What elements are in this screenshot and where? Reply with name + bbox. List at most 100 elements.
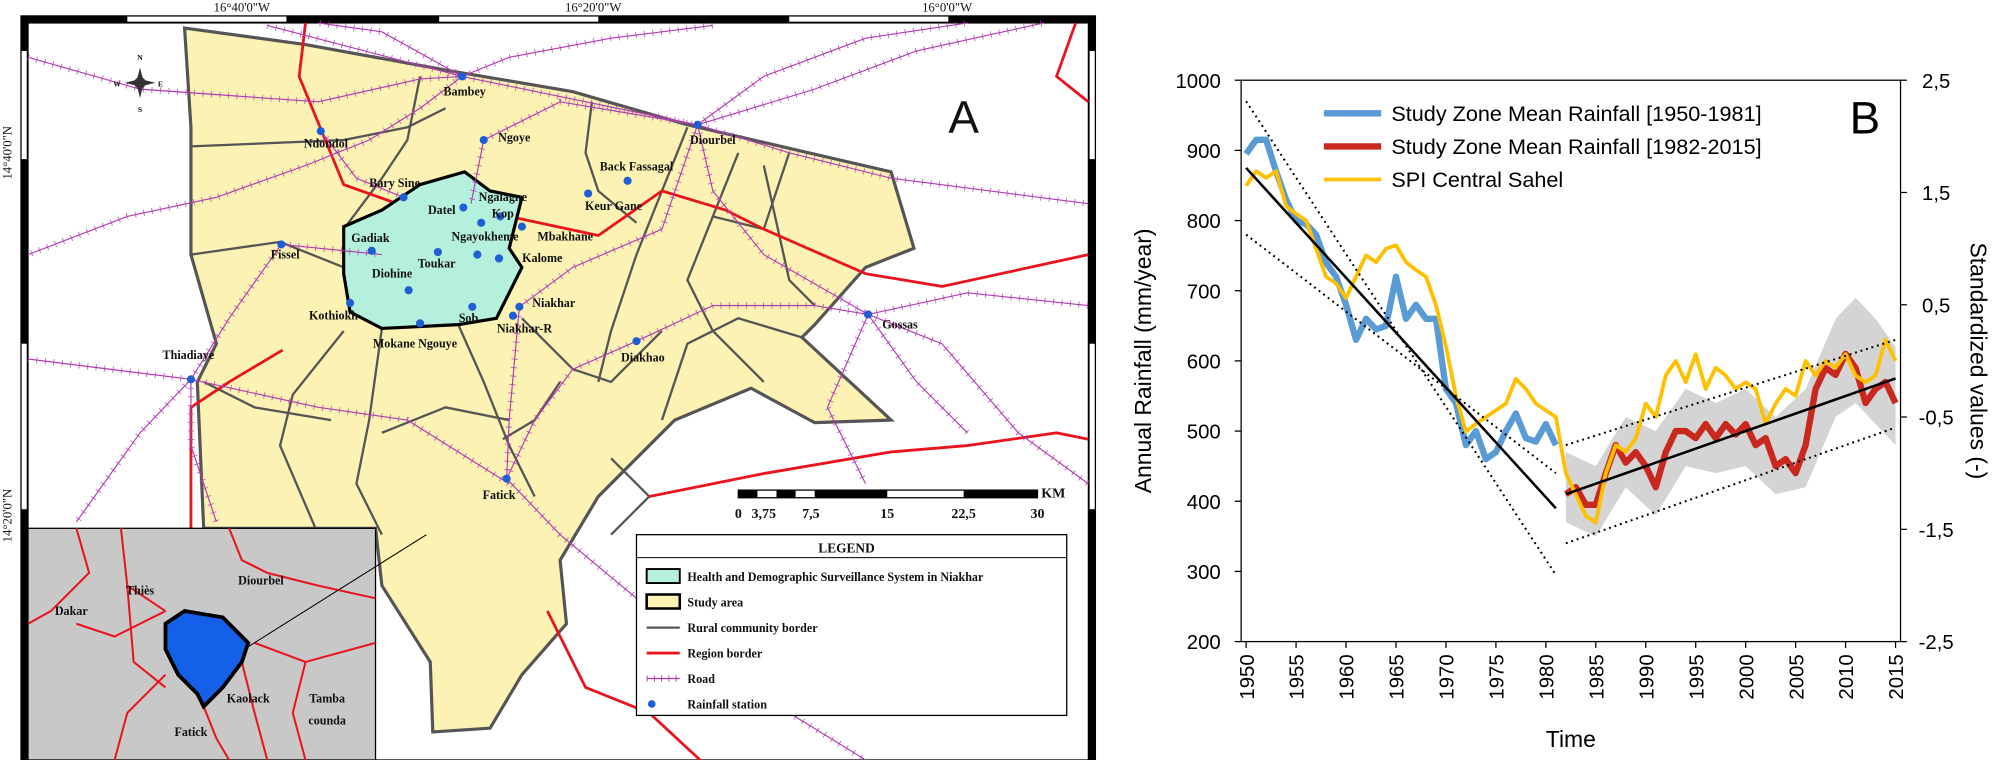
road [27,358,510,485]
community-border [686,152,765,383]
community-border [457,324,536,497]
road-ticks [26,73,465,258]
legend-label: Study Zone Mean Rainfall [1950-1981] [1391,101,1761,126]
x-tick-label: 1980 [1536,654,1558,699]
rainfall-station [345,298,355,308]
community-border [342,76,422,230]
rainfall-station [477,218,486,227]
community-border [278,330,345,536]
inset-label: Dakar [55,604,89,618]
inset-border [126,585,167,689]
road-ticks [187,379,220,523]
x-tick-label: 1975 [1487,654,1509,699]
road [320,130,404,198]
inset-border [291,661,307,760]
y-tick-label: 400 [1187,492,1221,514]
place-label: Gossas [882,317,918,331]
rainfall-station [404,286,413,295]
rainfall-station [458,72,467,81]
x-tick-label: 2000 [1736,654,1758,699]
rainfall-station [496,212,505,221]
x-tick-label: 1990 [1636,654,1658,699]
study-area [182,26,916,734]
y2-axis-label: Standardized values (-) [1966,242,1992,479]
inset-border [202,706,231,760]
legend-label: Rural community border [687,621,818,635]
legend-symbol [645,593,682,610]
place-label: Kalome [522,251,563,265]
legend-label: Study Zone Mean Rainfall [1982-2015] [1391,134,1761,159]
rainfall-station [508,311,518,320]
community-border [597,126,689,383]
scale-seg [814,490,888,498]
road [75,378,192,523]
border-gap [21,50,27,160]
trend-line [1245,100,1557,576]
inset-border [119,528,167,612]
road [27,56,463,103]
rainfall-station [399,193,408,202]
inset-label: counda [308,713,346,727]
rainfall-station [517,222,526,231]
panel-label: B [1850,93,1881,144]
y-tick-label: 800 [1187,211,1221,233]
community-border [355,328,384,536]
region-border [189,348,284,529]
rainfall-station [367,246,376,255]
trend-line [1245,233,1557,474]
y2-tick-label: -2,5 [1919,632,1954,654]
scale-seg [963,490,1038,498]
place-label: Diourbel [690,133,736,147]
rainfall-station [459,203,468,212]
road [267,24,1089,205]
place-label: Kothiokh [309,309,358,323]
border-gap [439,16,599,22]
rainfall-station [277,240,286,249]
place-label: Mbakhane [537,230,593,244]
x-tick-label: 2005 [1786,654,1808,699]
scale-seg [738,490,758,498]
inset-label: Kaolack [227,692,270,706]
place-label: Toukar [418,256,456,270]
longitude-label: 16°40'0"W [214,0,270,14]
y2-tick-label: 1,5 [1922,183,1950,205]
road [697,124,869,315]
place-label: Ngayokheme [451,230,519,244]
border-gap [789,16,949,22]
scale-label: 22,5 [951,507,976,522]
road [318,22,463,77]
inset-border [76,610,166,638]
place-label: Sob [459,311,479,325]
road [826,314,869,485]
scale-label: 15 [880,507,894,522]
rainfall-station [494,254,504,263]
road-ticks [482,98,699,143]
inset-border [27,528,91,625]
scale-label: 3,75 [752,507,777,522]
road-ticks [460,22,714,80]
compass-letter: S [138,105,142,114]
place-label: Ngoye [498,130,531,144]
road [519,124,699,308]
region-border [297,22,1089,288]
rainfall-station [693,120,702,129]
rainfall-station [473,250,482,259]
rainfall-station [632,337,641,346]
x-tick-label: 1960 [1337,654,1359,699]
rainfall-station [316,127,325,136]
border-gap [1089,343,1095,510]
map-panel: Bambey Ndondol Ngoye Diourbel Back Fassagal K… [0,0,1097,760]
legend-symbol [645,568,681,584]
region-border [648,431,1089,498]
scale-unit: KM [1041,487,1065,502]
compass-ring [134,77,146,89]
x-tick-label: 1955 [1287,654,1309,699]
legend-label: Region border [687,647,762,661]
y2-tick-label: 2,5 [1922,71,1950,93]
border-gap [127,16,287,22]
y-tick-label: 500 [1187,422,1221,444]
road [867,313,1089,485]
border-gap [21,343,27,510]
trend-line [1565,338,1896,447]
